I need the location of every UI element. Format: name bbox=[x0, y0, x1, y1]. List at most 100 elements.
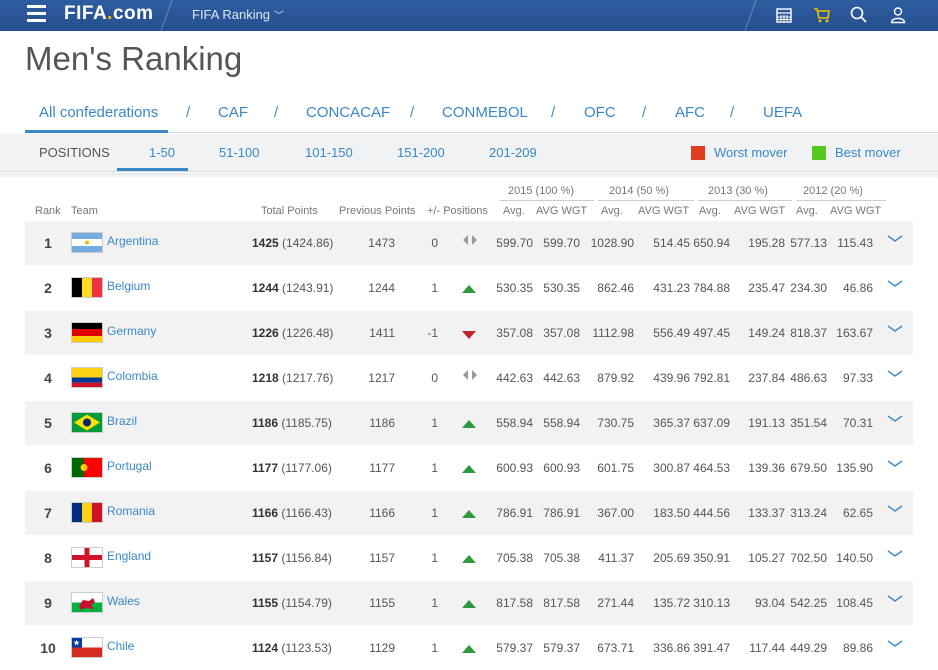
cart-icon[interactable] bbox=[812, 5, 832, 25]
avg-2015-cell: 786.91 bbox=[496, 506, 533, 520]
expand-chevron-icon[interactable] bbox=[887, 594, 903, 604]
avg-2013-cell: 310.13 bbox=[693, 596, 730, 610]
menu-icon[interactable] bbox=[27, 5, 46, 23]
search-icon[interactable] bbox=[849, 5, 869, 25]
avg-2014-cell: 601.75 bbox=[597, 461, 634, 475]
year-divider bbox=[796, 200, 886, 201]
year-divider bbox=[698, 200, 792, 201]
fifa-logo[interactable]: FIFA.com bbox=[64, 3, 154, 24]
expand-chevron-icon[interactable] bbox=[887, 234, 903, 244]
positions-change-cell: 1 bbox=[431, 416, 438, 430]
tab-concacaf[interactable]: CONCACAF bbox=[306, 104, 391, 121]
table-row[interactable]: 3 Germany 1226 (1226.48) 1411 -1 357.08 357.08… bbox=[25, 311, 913, 355]
total-points-cell: 1166 (1166.43) bbox=[252, 506, 332, 520]
tab-positions-101-150[interactable]: 101-150 bbox=[305, 145, 353, 160]
expand-chevron-icon[interactable] bbox=[887, 504, 903, 514]
move-up-icon bbox=[462, 420, 476, 428]
table-row[interactable]: 2 Belgium 1244 (1243.91) 1244 1 530.35 530.35 8… bbox=[25, 266, 913, 310]
team-link[interactable]: Germany bbox=[107, 324, 157, 338]
tab-positions-201-209[interactable]: 201-209 bbox=[489, 145, 537, 160]
total-points-cell: 1157 (1156.84) bbox=[252, 551, 332, 565]
expand-chevron-icon[interactable] bbox=[887, 324, 903, 334]
expand-chevron-icon[interactable] bbox=[887, 414, 903, 424]
avg-2013-cell: 444.56 bbox=[693, 506, 730, 520]
total-points-cell: 1177 (1177.06) bbox=[252, 461, 332, 475]
tab-all-confederations[interactable]: All confederations bbox=[39, 104, 159, 121]
avg-wgt-2015-cell: 579.37 bbox=[543, 641, 580, 655]
avg-2013-cell: 350.91 bbox=[693, 551, 730, 565]
expand-chevron-icon[interactable] bbox=[887, 639, 903, 649]
move-up-icon bbox=[462, 465, 476, 473]
avg-2014-cell: 271.44 bbox=[597, 596, 634, 610]
table-row[interactable]: 5 Brazil 1186 (1185.75) 1186 1 558.94 558.94 73… bbox=[25, 401, 913, 445]
team-link[interactable]: Belgium bbox=[107, 279, 151, 293]
table-row[interactable]: 7 Romania 1166 (1166.43) 1166 1 786.91 786.91 3… bbox=[25, 491, 913, 535]
best-mover-swatch bbox=[812, 146, 826, 160]
user-icon[interactable] bbox=[888, 5, 908, 25]
positions-change-cell: 1 bbox=[431, 281, 438, 295]
team-link[interactable]: Romania bbox=[107, 504, 156, 518]
move-up-icon bbox=[462, 555, 476, 563]
avg-2013-cell: 464.53 bbox=[693, 461, 730, 475]
team-link[interactable]: Colombia bbox=[107, 369, 158, 383]
bar-shadow bbox=[0, 173, 938, 179]
table-row[interactable]: 4 Colombia 1218 (1217.76) 1217 0 442.63 442.63… bbox=[25, 356, 913, 400]
previous-points-cell: 1473 bbox=[368, 236, 395, 250]
best-mover-legend[interactable]: Best mover bbox=[835, 145, 901, 160]
tab-positions-151-200[interactable]: 151-200 bbox=[397, 145, 445, 160]
expand-chevron-icon[interactable] bbox=[887, 369, 903, 379]
tab-positions-1-50[interactable]: 1-50 bbox=[149, 145, 176, 160]
avg-2013-cell: 637.09 bbox=[693, 416, 730, 430]
total-points-cell: 1244 (1243.91) bbox=[252, 281, 334, 295]
avg-wgt-2015-cell: 599.70 bbox=[543, 236, 580, 250]
team-link[interactable]: Brazil bbox=[107, 414, 138, 428]
brazil-flag-icon bbox=[71, 412, 103, 433]
avg-wgt-2015-cell: 442.63 bbox=[543, 371, 580, 385]
tab-caf[interactable]: CAF bbox=[218, 104, 248, 121]
year-divider bbox=[598, 200, 694, 201]
tab-positions-51-100[interactable]: 51-100 bbox=[219, 145, 260, 160]
avg-2014-cell: 1028.90 bbox=[590, 236, 634, 250]
total-points-cell: 1186 (1185.75) bbox=[252, 416, 332, 430]
expand-chevron-icon[interactable] bbox=[887, 279, 903, 289]
move-up-icon bbox=[462, 285, 476, 293]
team-link[interactable]: Argentina bbox=[107, 234, 159, 248]
avg-2012-cell: 702.50 bbox=[790, 551, 827, 565]
table-row[interactable]: 1 Argentina 1425 (1424.86) 1473 0 599.70 599.7… bbox=[25, 221, 913, 265]
section-dropdown[interactable]: FIFA Ranking ﹀ bbox=[192, 7, 285, 22]
avg-2012-cell: 234.30 bbox=[790, 281, 827, 295]
total-points-cell: 1226 (1226.48) bbox=[252, 326, 334, 340]
avg-wgt-2013-cell: 93.04 bbox=[754, 596, 785, 610]
england-flag-icon bbox=[71, 547, 103, 568]
team-link[interactable]: England bbox=[107, 549, 152, 563]
table-row[interactable]: 8 England 1157 (1156.84) 1157 1 705.38 705.38 4… bbox=[25, 536, 913, 580]
calendar-icon[interactable] bbox=[774, 5, 794, 25]
worst-mover-legend[interactable]: Worst mover bbox=[714, 145, 788, 160]
avg-2014-cell: 1112.98 bbox=[592, 326, 634, 340]
team-link[interactable]: Wales bbox=[107, 594, 140, 608]
tab-uefa[interactable]: UEFA bbox=[763, 104, 803, 121]
tab-separator: / bbox=[551, 104, 556, 121]
positions-change-cell: 1 bbox=[431, 461, 438, 475]
table-row[interactable]: 9 Wales 1155 (1154.79) 1155 1 817.58 817.58 271… bbox=[25, 581, 913, 625]
expand-chevron-icon[interactable] bbox=[887, 549, 903, 559]
team-link[interactable]: Portugal bbox=[107, 459, 152, 473]
team-link[interactable]: Chile bbox=[107, 639, 135, 653]
avg-2013-cell: 650.94 bbox=[693, 236, 730, 250]
rank-cell: 2 bbox=[44, 280, 52, 296]
table-row[interactable]: 6 Portugal 1177 (1177.06) 1177 1 600.93 600.93… bbox=[25, 446, 913, 490]
positions-change-cell: 1 bbox=[431, 641, 438, 655]
tabs-divider bbox=[25, 132, 938, 133]
avg-wgt-2014-cell: 431.23 bbox=[653, 281, 690, 295]
tab-separator: / bbox=[642, 104, 647, 121]
avg-2014-cell: 673.71 bbox=[597, 641, 634, 655]
previous-points-cell: 1157 bbox=[369, 551, 395, 565]
tab-conmebol[interactable]: CONMEBOL bbox=[442, 104, 528, 121]
avg-wgt-2014-cell: 135.72 bbox=[653, 596, 690, 610]
rank-cell: 1 bbox=[44, 235, 52, 251]
avg-wgt-2012-cell: 97.33 bbox=[842, 371, 873, 385]
tab-afc[interactable]: AFC bbox=[675, 104, 705, 121]
expand-chevron-icon[interactable] bbox=[887, 459, 903, 469]
table-row[interactable]: 10 Chile 1124 (1123.53) 1129 1 579.37 579.37 67… bbox=[25, 626, 913, 670]
tab-ofc[interactable]: OFC bbox=[584, 104, 616, 121]
